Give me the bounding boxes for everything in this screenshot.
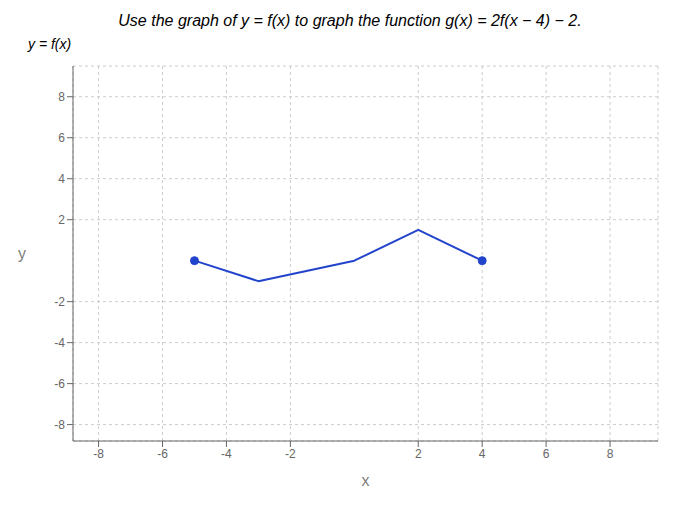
svg-text:4: 4 [58,172,65,186]
svg-text:-4: -4 [221,447,232,461]
svg-text:y: y [18,245,26,262]
svg-text:-4: -4 [54,336,65,350]
svg-text:8: 8 [607,447,614,461]
svg-text:x: x [362,472,370,489]
svg-text:-2: -2 [54,295,65,309]
html-text:y = f(x): y = f(x) [28,36,72,52]
svg-text:-8: -8 [93,447,104,461]
svg-text:-8: -8 [54,418,65,432]
svg-text:6: 6 [543,447,550,461]
svg-text:2: 2 [58,213,65,227]
html-text:Use the graph of y = f(x) to g: Use the graph of y = f(x) to graph the f… [118,12,582,29]
svg-text:6: 6 [58,131,65,145]
svg-text:-2: -2 [285,447,296,461]
svg-text:2: 2 [415,447,422,461]
svg-text:4: 4 [479,447,486,461]
svg-text:-6: -6 [157,447,168,461]
svg-text:8: 8 [58,90,65,104]
svg-text:-6: -6 [54,377,65,391]
